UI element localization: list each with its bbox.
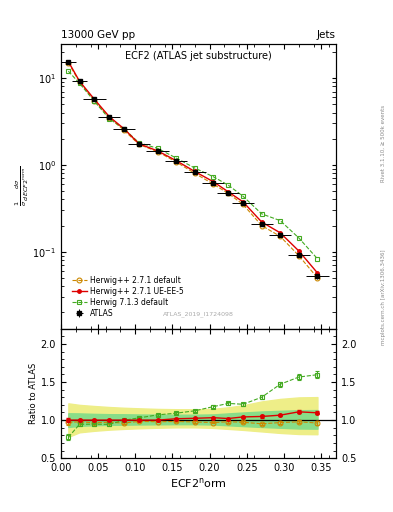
- Y-axis label: $\frac{1}{\sigma}\frac{d\sigma}{d\,ECF2^{norm}}$: $\frac{1}{\sigma}\frac{d\sigma}{d\,ECF2^…: [14, 166, 31, 206]
- Legend: Herwig++ 2.7.1 default, Herwig++ 2.7.1 UE-EE-5, Herwig 7.1.3 default, ATLAS: Herwig++ 2.7.1 default, Herwig++ 2.7.1 U…: [70, 274, 185, 319]
- Text: Jets: Jets: [317, 30, 336, 40]
- Y-axis label: Ratio to ATLAS: Ratio to ATLAS: [29, 363, 38, 424]
- Text: Rivet 3.1.10, ≥ 500k events: Rivet 3.1.10, ≥ 500k events: [381, 105, 386, 182]
- Text: mcplots.cern.ch [arXiv:1306.3436]: mcplots.cern.ch [arXiv:1306.3436]: [381, 249, 386, 345]
- Text: ATLAS_2019_I1724098: ATLAS_2019_I1724098: [163, 311, 234, 317]
- X-axis label: ECF2$^{\rm n}$orm: ECF2$^{\rm n}$orm: [170, 476, 227, 490]
- Text: ECF2 (ATLAS jet substructure): ECF2 (ATLAS jet substructure): [125, 51, 272, 60]
- Text: 13000 GeV pp: 13000 GeV pp: [61, 30, 135, 40]
